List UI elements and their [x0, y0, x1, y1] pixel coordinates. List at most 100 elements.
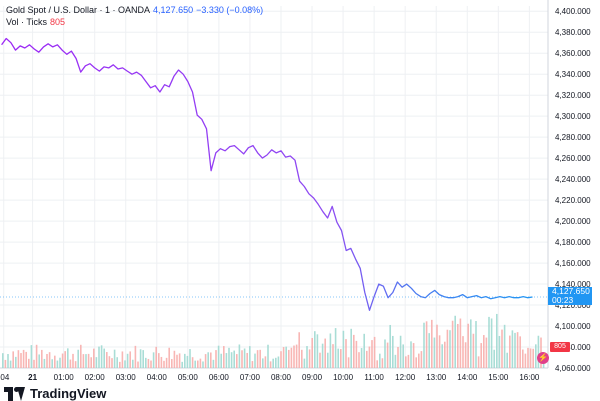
- volume-bar: [298, 332, 300, 368]
- volume-bar: [228, 347, 230, 368]
- volume-bar: [165, 357, 168, 368]
- volume-bar: [82, 354, 85, 368]
- x-tick-label: 14:00: [457, 373, 478, 382]
- volume-bar: [111, 358, 113, 368]
- volume-bar: [134, 345, 137, 368]
- volume-bar: [360, 348, 363, 368]
- y-tick-label: 4,260.000: [555, 154, 591, 163]
- volume-bar: [121, 351, 124, 368]
- volume-bar: [59, 357, 61, 368]
- volume-bar: [25, 351, 27, 368]
- volume-bar: [355, 340, 358, 368]
- volume-bar: [425, 321, 428, 368]
- volume-bar: [399, 335, 402, 368]
- volume-bar: [470, 319, 472, 368]
- volume-bar: [496, 313, 498, 368]
- volume-bar: [243, 348, 246, 368]
- volume-bar: [272, 358, 274, 368]
- volume-bar: [215, 350, 217, 368]
- volume-bar: [46, 353, 48, 368]
- x-tick-label: 13:00: [426, 373, 447, 382]
- volume-bar: [503, 324, 506, 368]
- volume-bar: [4, 359, 7, 368]
- volume-bar: [514, 332, 516, 368]
- volume-bar: [251, 361, 254, 368]
- volume-bar: [51, 359, 53, 368]
- volume-bar: [464, 342, 467, 368]
- volume-bar: [241, 350, 243, 368]
- volume-bar: [113, 349, 116, 368]
- volume-bar: [402, 344, 404, 368]
- volume-bar: [150, 360, 152, 368]
- volume-bar: [340, 349, 342, 368]
- volume-bar: [108, 356, 111, 368]
- volume-bar: [28, 358, 30, 368]
- y-tick-label: 4,340.000: [555, 70, 591, 79]
- x-tick-label: 11:00: [364, 373, 384, 382]
- volume-bar: [311, 337, 313, 368]
- volume-bar: [342, 330, 345, 368]
- volume-bar: [337, 348, 339, 368]
- volume-bar: [12, 351, 14, 368]
- volume-bar: [181, 361, 183, 368]
- volume-bar: [178, 353, 181, 368]
- volume-bar: [124, 360, 126, 368]
- volume-bar: [366, 350, 368, 368]
- volume-bar: [69, 359, 72, 368]
- volume-bar: [212, 359, 215, 368]
- volume-bar: [155, 346, 157, 368]
- tradingview-logo[interactable]: TradingView: [4, 386, 106, 401]
- volume-bar: [295, 344, 298, 368]
- volume-bar: [72, 353, 74, 368]
- y-tick-label: 4,220.000: [555, 196, 591, 205]
- y-tick-label: 4,400.000: [555, 7, 591, 16]
- volume-bar: [236, 354, 238, 368]
- volume-bar: [321, 343, 324, 368]
- volume-bar: [207, 352, 209, 368]
- volume-bar: [41, 349, 43, 368]
- volume-bar: [126, 353, 129, 368]
- volume-bar: [441, 344, 443, 368]
- volume-bar: [61, 353, 64, 368]
- volume-bar: [488, 316, 490, 368]
- volume-bar: [246, 352, 248, 368]
- x-tick-label: 04:00: [147, 373, 168, 382]
- volume-bar: [184, 353, 186, 368]
- symbol-label[interactable]: Gold Spot / U.S. Dollar · 1 · OANDA: [6, 5, 151, 15]
- volume-bar: [415, 357, 417, 368]
- volume-bar: [407, 354, 410, 368]
- volume-bar: [280, 351, 282, 368]
- x-tick-label: 15:00: [488, 373, 509, 382]
- lightning-icon[interactable]: ⚡: [537, 352, 549, 364]
- chart-legend: Gold Spot / U.S. Dollar · 1 · OANDA 4,12…: [6, 4, 263, 28]
- volume-bar: [358, 352, 360, 368]
- x-tick-label: 16:00: [519, 373, 540, 382]
- volume-bar: [64, 351, 66, 368]
- volume-bar: [282, 347, 285, 368]
- volume-bar: [100, 345, 103, 368]
- last-price: 4,127.650: [153, 5, 194, 15]
- volume-bar: [327, 352, 329, 368]
- volume-bar: [537, 335, 540, 368]
- price-change: −3.330 (−0.08%): [196, 5, 264, 15]
- volume-bar: [199, 358, 202, 368]
- y-tick-label: 4,160.000: [555, 259, 591, 268]
- y-tick-label: 4,180.000: [555, 238, 591, 247]
- legend-symbol-row: Gold Spot / U.S. Dollar · 1 · OANDA 4,12…: [6, 4, 263, 16]
- volume-bar: [498, 335, 501, 368]
- volume-bar: [347, 357, 350, 368]
- volume-label[interactable]: Vol · Ticks: [6, 17, 48, 27]
- volume-bar: [238, 344, 241, 368]
- volume-bar: [230, 352, 233, 368]
- volume-bar: [147, 358, 150, 368]
- volume-bar: [529, 348, 532, 368]
- volume-bar: [80, 344, 82, 368]
- volume-bar: [93, 348, 95, 368]
- volume-bar: [139, 349, 142, 368]
- x-tick-label: 06:00: [209, 373, 230, 382]
- volume-bar: [137, 361, 139, 368]
- x-tick-label: 03:00: [116, 373, 137, 382]
- volume-bar: [67, 348, 69, 368]
- x-tick-label: 10:00: [333, 373, 354, 382]
